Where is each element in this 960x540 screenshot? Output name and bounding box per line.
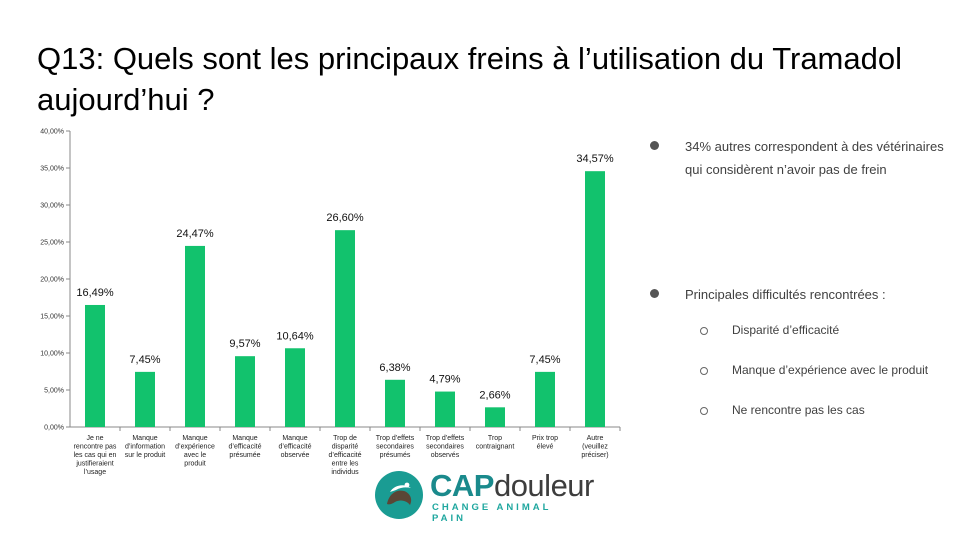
bar <box>85 304 105 427</box>
x-tick-label-line: Trop d’effets <box>426 435 465 442</box>
y-tick-label: 10,00% <box>40 351 64 358</box>
y-tick-label: 30,00% <box>40 203 64 210</box>
x-tick-label-line: justifieraient <box>75 461 113 468</box>
data-label: 4,79% <box>429 374 460 386</box>
circle-bullet-icon <box>700 327 708 335</box>
data-label: 24,47% <box>176 228 214 240</box>
sub-list-item: Manque d’expérience avec le produit <box>700 363 960 403</box>
bar <box>135 371 155 427</box>
x-tick-label: Trop d’effets secondaires présumés <box>376 435 415 459</box>
x-tick-label-line: individus <box>331 469 359 476</box>
data-label: 6,38% <box>379 362 410 374</box>
capdouleur-logo: CAPdouleur CHANGE ANIMAL PAIN <box>374 468 594 524</box>
bar <box>385 379 405 427</box>
x-tick-label-line: Manque <box>182 435 207 442</box>
x-tick-label: Prix trop élevé <box>532 435 558 451</box>
x-tick-label-line: Trop <box>488 435 502 442</box>
x-tick-label-line: présumée <box>229 452 260 459</box>
data-label: 9,57% <box>229 338 260 350</box>
y-tick-label: 40,00% <box>40 129 64 136</box>
data-label: 7,45% <box>529 354 560 366</box>
x-tick-label-line: avec le <box>184 452 206 459</box>
x-tick-label-line: sur le produit <box>125 452 166 459</box>
x-tick-label: Manque d’expérience avec le produit <box>175 435 215 468</box>
logo-wordmark: CAPdouleur <box>430 468 594 503</box>
x-tick-label-line: disparité <box>332 444 359 451</box>
x-tick-label-line: présumés <box>380 452 411 459</box>
bar <box>585 171 605 427</box>
sub-item-text: Disparité d’efficacité <box>732 323 840 337</box>
x-tick-label-line: élevé <box>537 444 554 451</box>
bullet-icon <box>650 141 659 150</box>
data-label: 7,45% <box>129 354 160 366</box>
data-label: 26,60% <box>326 212 364 224</box>
data-label: 10,64% <box>276 330 314 342</box>
x-tick-label-line: Prix trop <box>532 435 558 442</box>
sub-list: Disparité d’efficacité Manque d’expérien… <box>700 323 960 443</box>
x-tick-label-line: observés <box>431 452 460 459</box>
x-tick-label: Manque d’efficacité présumée <box>229 435 262 459</box>
y-tick-label: 0,00% <box>44 425 64 432</box>
x-tick-label-line: d’expérience <box>175 444 215 451</box>
x-tick-label-line: d’efficacité <box>279 444 312 451</box>
data-label: 2,66% <box>479 389 510 401</box>
y-tick-label: 5,00% <box>44 388 64 395</box>
circle-bullet-icon <box>700 367 708 375</box>
logo-tagline: CHANGE ANIMAL PAIN <box>432 502 552 524</box>
bullet-icon <box>650 289 659 298</box>
x-tick-label-line: d’efficacité <box>229 444 262 451</box>
sub-list-item: Disparité d’efficacité <box>700 323 960 363</box>
bullet-text: 34% autres correspondent à des vétérinai… <box>685 139 944 177</box>
paw-logo-icon <box>375 471 423 519</box>
y-tick-label: 15,00% <box>40 314 64 321</box>
bar <box>285 348 305 427</box>
x-tick-label: Trop d’effets secondaires observés <box>426 435 465 459</box>
x-tick-label-line: (veuillez <box>582 444 608 451</box>
sub-list-item: Ne rencontre pas les cas <box>700 403 960 443</box>
slide-title: Q13: Quels sont les principaux freins à … <box>37 41 902 117</box>
x-tick-label-line: contraignant <box>476 444 515 451</box>
y-tick-label: 20,00% <box>40 277 64 284</box>
x-tick-label: Autre (veuillez préciser) <box>581 435 608 459</box>
data-label: 34,57% <box>576 153 614 165</box>
x-tick-label-line: Manque <box>232 435 257 442</box>
x-tick-label-line: l’usage <box>84 469 106 476</box>
x-tick-label-line: rencontre pas <box>74 444 117 451</box>
bar <box>335 230 355 427</box>
x-tick-label-line: préciser) <box>581 452 608 459</box>
x-tick-label-line: Je ne <box>86 435 103 442</box>
bar <box>435 391 455 427</box>
x-tick-label-line: produit <box>184 461 205 468</box>
x-tick-label-line: observée <box>281 452 310 459</box>
bar <box>235 356 255 427</box>
sub-item-text: Manque d’expérience avec le produit <box>732 363 929 377</box>
x-tick-label: Manque d’information sur le produit <box>125 435 166 459</box>
x-tick-label-line: entre les <box>332 461 359 468</box>
x-tick-label-line: secondaires <box>376 444 414 451</box>
bar <box>535 371 555 427</box>
x-tick-label-line: Trop de <box>333 435 357 442</box>
y-tick-label: 25,00% <box>40 240 64 247</box>
bar <box>485 407 505 427</box>
circle-bullet-icon <box>700 407 708 415</box>
x-tick-label: Trop de disparité d’efficacité entre les ind… <box>329 435 362 476</box>
data-label: 16,49% <box>76 287 114 299</box>
x-tick-label: Trop contraignant <box>476 435 515 451</box>
bar <box>185 245 205 427</box>
x-tick-label-line: Manque <box>282 435 307 442</box>
x-tick-label-line: Autre <box>587 435 604 442</box>
x-tick-label-line: Manque <box>132 435 157 442</box>
x-tick-label: Manque d’efficacité observée <box>279 435 312 459</box>
y-tick-label: 35,00% <box>40 166 64 173</box>
sub-item-text: Ne rencontre pas les cas <box>732 403 865 417</box>
x-tick-label-line: Trop d’effets <box>376 435 415 442</box>
x-tick-label-line: secondaires <box>426 444 464 451</box>
x-tick-label-line: d’information <box>125 444 165 451</box>
x-tick-label-line: d’efficacité <box>329 452 362 459</box>
bullet-text: Principales difficultés rencontrées : <box>685 287 886 302</box>
x-tick-label-line: les cas qui en <box>74 452 117 459</box>
x-tick-label: Je ne rencontre pas les cas qui en justifie… <box>74 435 117 476</box>
